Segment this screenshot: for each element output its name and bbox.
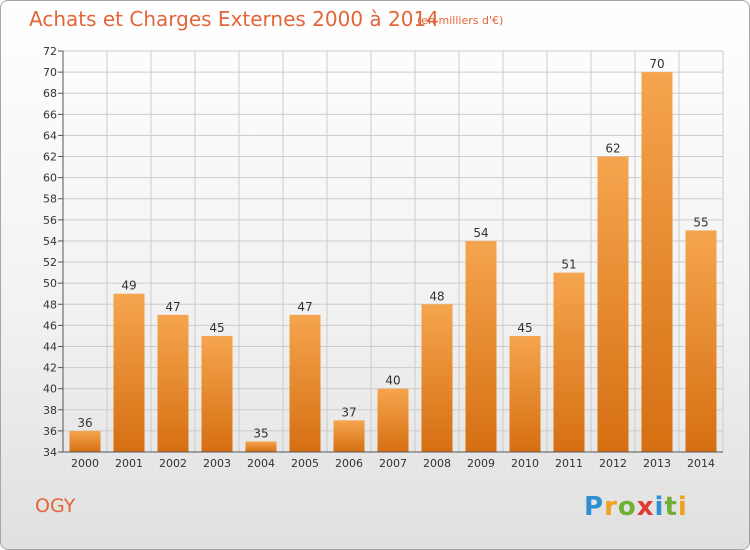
data-label: 54 (473, 226, 488, 240)
logo-letter: P (584, 492, 605, 522)
data-label: 70 (649, 57, 664, 71)
bar (685, 230, 717, 452)
y-tick-label: 58 (43, 193, 57, 206)
data-label: 51 (561, 258, 576, 272)
y-tick-label: 70 (43, 66, 57, 79)
y-tick-label: 40 (43, 383, 57, 396)
y-tick-label: 46 (43, 319, 57, 332)
x-tick-label: 2008 (423, 457, 451, 470)
bar (641, 72, 673, 453)
data-label: 45 (209, 321, 224, 335)
y-tick-label: 50 (43, 277, 57, 290)
bar (553, 272, 585, 452)
y-tick-label: 68 (43, 87, 57, 100)
bar (333, 420, 365, 452)
chart-subtitle: (en milliers d'€) (417, 14, 504, 27)
data-labels: 36 49 47 45 35 47 37 40 48 54 45 51 62 70 55 (77, 57, 708, 440)
y-tick-label: 64 (43, 129, 57, 142)
x-tick-label: 2007 (379, 457, 407, 470)
data-label: 35 (253, 426, 268, 440)
x-tick-label: 2004 (247, 457, 275, 470)
data-label: 55 (693, 215, 708, 229)
bar (157, 314, 189, 452)
x-tick-label: 2011 (555, 457, 583, 470)
x-tick-label: 2001 (115, 457, 143, 470)
bar (597, 156, 629, 453)
data-label: 48 (429, 289, 444, 303)
data-label: 40 (385, 374, 400, 388)
bar (377, 388, 409, 452)
x-tick-label: 2000 (71, 457, 99, 470)
bar (245, 441, 277, 452)
y-tick-label: 60 (43, 172, 57, 185)
x-tick-label: 2002 (159, 457, 187, 470)
y-tick-label: 42 (43, 362, 57, 375)
logo-letter: o (617, 492, 637, 522)
y-tick-label: 48 (43, 298, 57, 311)
y-tick-label: 52 (43, 256, 57, 269)
bar (465, 240, 497, 452)
commune-name: OGY (35, 495, 76, 517)
y-tick-label: 62 (43, 151, 57, 164)
bar (113, 293, 145, 452)
x-tick-label: 2010 (511, 457, 539, 470)
x-tick-label: 2013 (643, 457, 671, 470)
bar (509, 335, 541, 452)
bar (289, 314, 321, 452)
y-tick-label: 56 (43, 214, 57, 227)
chart-title: Achats et Charges Externes 2000 à 2014 (29, 7, 439, 31)
x-tick-label: 2003 (203, 457, 231, 470)
logo-letter: i (654, 492, 665, 522)
data-label: 37 (341, 405, 356, 419)
x-tick-label: 2006 (335, 457, 363, 470)
x-tick-label: 2014 (687, 457, 715, 470)
y-tick-label: 66 (43, 108, 57, 121)
y-tick-label: 54 (43, 235, 57, 248)
data-label: 36 (77, 416, 92, 430)
proxiti-logo: Proxiti (584, 492, 688, 522)
bars (69, 72, 717, 453)
y-tick-label: 36 (43, 425, 57, 438)
x-tick-label: 2005 (291, 457, 319, 470)
bar (201, 335, 233, 452)
data-label: 47 (165, 300, 180, 314)
bar (69, 430, 101, 452)
y-tick-label: 38 (43, 404, 57, 417)
bar (421, 304, 453, 452)
logo-letter: t (664, 492, 678, 522)
data-label: 49 (121, 279, 136, 293)
logo-letter: x (636, 492, 655, 522)
axes: 34 36 38 40 42 44 46 48 50 52 54 56 58 60 62 64 66 68 70 72… (43, 45, 723, 470)
x-tick-label: 2009 (467, 457, 495, 470)
data-label: 45 (517, 321, 532, 335)
data-label: 47 (297, 300, 312, 314)
data-label: 62 (605, 142, 620, 156)
y-tick-label: 72 (43, 45, 57, 58)
logo-letter: i (677, 492, 688, 522)
x-tick-label: 2012 (599, 457, 627, 470)
logo-letter: r (604, 492, 618, 522)
y-tick-label: 44 (43, 340, 57, 353)
y-tick-label: 34 (43, 446, 57, 459)
